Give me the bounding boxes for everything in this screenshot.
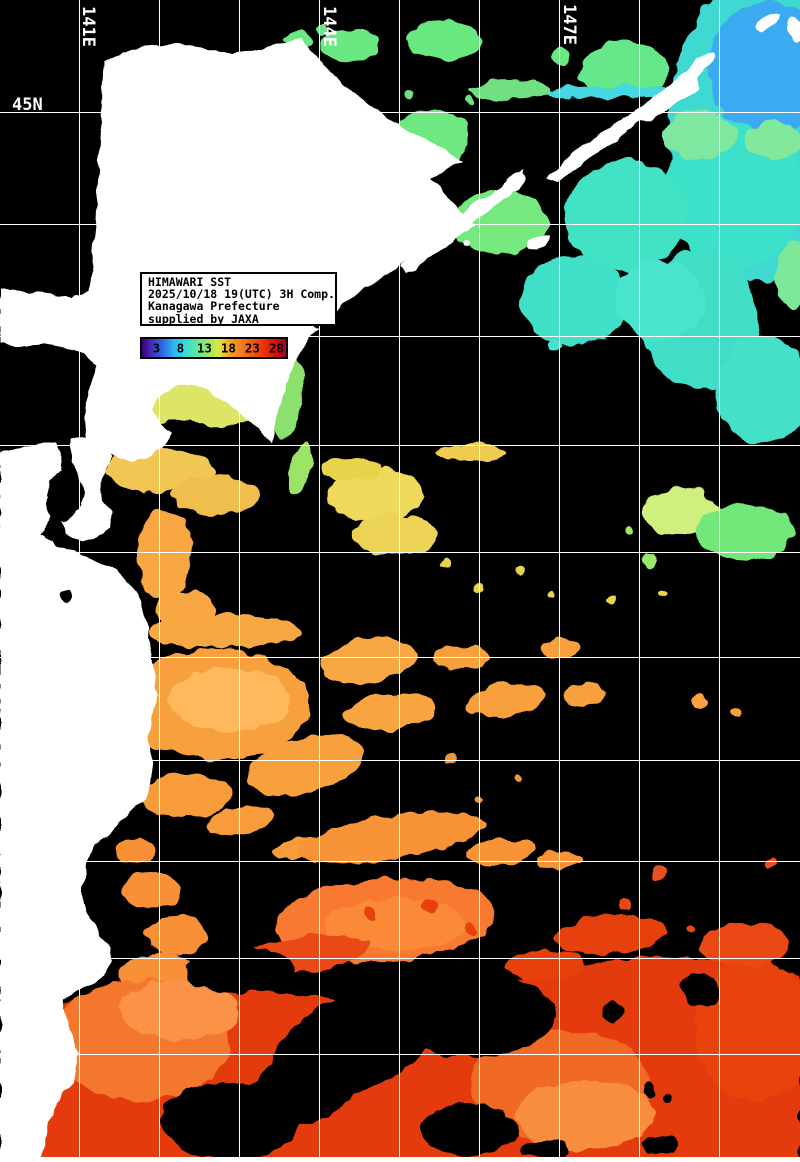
land-hokkaido [0, 38, 476, 462]
lon-label-144e: 144E [319, 6, 339, 47]
lat-label-45n: 45N [12, 95, 43, 115]
colorbar-tick: 23 [244, 340, 260, 356]
mutsu-bay [46, 485, 78, 521]
lon-label-147e: 147E [559, 4, 579, 45]
colorbar-tick: 8 [176, 340, 185, 356]
lon-label-141e: 141E [78, 6, 98, 47]
info-box: HIMAWARI SST 2025/10/18 19(UTC) 3H Comp.… [140, 272, 337, 326]
colorbar-tick: 13 [196, 340, 212, 356]
island-kuril-small-1 [756, 12, 780, 32]
temperature-colorbar: 3 8 13 18 23 28 [140, 337, 288, 359]
colorbar-tick: 3 [152, 340, 161, 356]
island-etorofu-fork [698, 52, 714, 68]
lake-towada [60, 590, 72, 602]
info-provider: Kanagawa Prefecture [148, 299, 280, 314]
island-west-coast-1 [0, 938, 7, 962]
land-masses [0, 12, 800, 1162]
land-honshu [0, 444, 157, 1162]
colorbar-tick: 28 [268, 340, 284, 356]
island-shikotan [528, 234, 552, 250]
colorbar-tick-labels: 3 8 13 18 23 28 [142, 339, 286, 357]
island-okushiri [109, 286, 123, 298]
info-source: supplied by JAXA [148, 311, 259, 326]
island-etorofu [547, 52, 710, 182]
island-kunashiri-tip [505, 172, 527, 192]
info-title: HIMAWARI SST [148, 275, 232, 289]
island-kunashiri [400, 170, 526, 272]
colorbar-tick: 18 [220, 340, 236, 356]
colorbar-gradient [142, 339, 286, 357]
island-kuril-small-2 [786, 16, 800, 44]
island-west-coast-2 [0, 1093, 11, 1111]
island-habomai [463, 240, 469, 246]
info-datetime: 2025/10/18 19(UTC) 3H Comp. [148, 287, 335, 302]
